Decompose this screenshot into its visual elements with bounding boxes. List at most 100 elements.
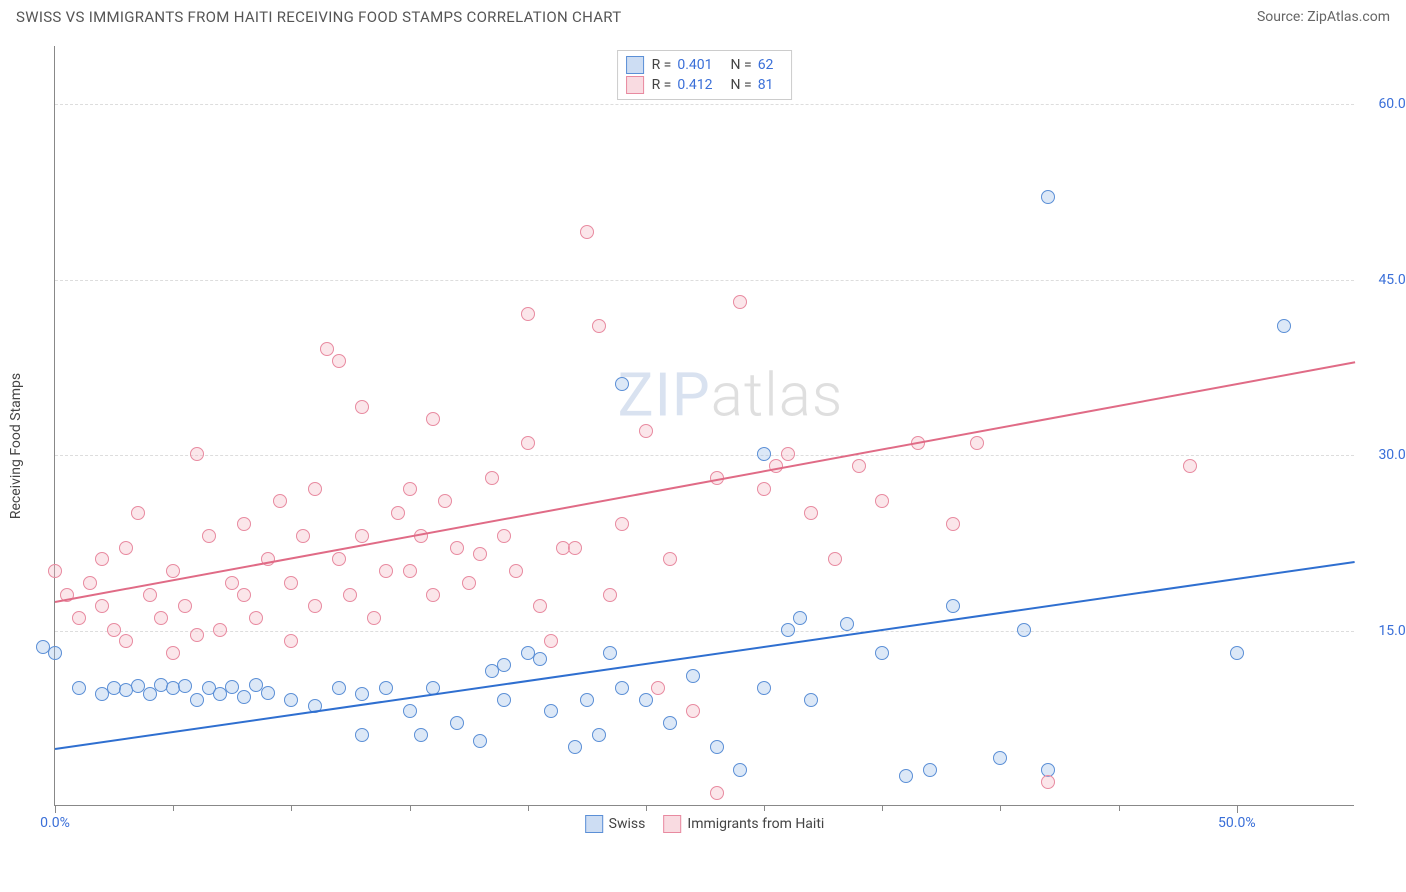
data-point bbox=[852, 459, 866, 473]
source-prefix: Source: bbox=[1257, 9, 1307, 25]
data-point bbox=[568, 740, 582, 754]
data-point bbox=[686, 704, 700, 718]
data-point bbox=[166, 564, 180, 578]
data-point bbox=[379, 564, 393, 578]
r-value: 0.401 bbox=[677, 57, 712, 73]
data-point bbox=[497, 693, 511, 707]
data-point bbox=[497, 529, 511, 543]
y-tick-label: 45.0% bbox=[1378, 272, 1406, 288]
data-point bbox=[497, 658, 511, 672]
data-point bbox=[131, 506, 145, 520]
x-tick-label: 0.0% bbox=[40, 815, 70, 831]
stats-legend: R = 0.401 N = 62 R =0.412N =81 bbox=[617, 50, 793, 100]
data-point bbox=[1041, 775, 1055, 789]
data-point bbox=[95, 552, 109, 566]
data-point bbox=[615, 681, 629, 695]
x-tick bbox=[55, 805, 56, 813]
data-point bbox=[403, 564, 417, 578]
legend-swatch bbox=[585, 815, 603, 833]
data-point bbox=[355, 529, 369, 543]
data-point bbox=[899, 769, 913, 783]
data-point bbox=[580, 225, 594, 239]
data-point bbox=[473, 547, 487, 561]
data-point bbox=[710, 786, 724, 800]
x-tick bbox=[764, 805, 765, 811]
n-label: N = bbox=[731, 57, 752, 73]
data-point bbox=[663, 716, 677, 730]
data-point bbox=[83, 576, 97, 590]
x-tick bbox=[1237, 805, 1238, 813]
data-point bbox=[343, 588, 357, 602]
data-point bbox=[143, 588, 157, 602]
data-point bbox=[757, 447, 771, 461]
data-point bbox=[154, 611, 168, 625]
data-point bbox=[296, 529, 310, 543]
data-point bbox=[332, 552, 346, 566]
data-point bbox=[202, 529, 216, 543]
data-point bbox=[119, 541, 133, 555]
data-point bbox=[757, 681, 771, 695]
data-point bbox=[320, 342, 334, 356]
data-point bbox=[237, 690, 251, 704]
data-point bbox=[568, 541, 582, 555]
data-point bbox=[781, 623, 795, 637]
watermark-atlas: atlas bbox=[711, 360, 844, 431]
watermark-zip: ZIP bbox=[618, 360, 711, 431]
data-point bbox=[273, 494, 287, 508]
legend-swatch bbox=[663, 815, 681, 833]
data-point bbox=[615, 517, 629, 531]
data-point bbox=[332, 354, 346, 368]
y-tick-label: 15.0% bbox=[1378, 623, 1406, 639]
r-label: R = bbox=[652, 57, 672, 73]
data-point bbox=[48, 564, 62, 578]
data-point bbox=[119, 634, 133, 648]
data-point bbox=[757, 482, 771, 496]
data-point bbox=[284, 576, 298, 590]
gridline bbox=[55, 104, 1354, 105]
legend-item: Swiss bbox=[585, 815, 646, 833]
legend-item: Immigrants from Haiti bbox=[663, 815, 824, 833]
data-point bbox=[355, 728, 369, 742]
legend-swatch bbox=[626, 76, 644, 94]
data-point bbox=[875, 646, 889, 660]
x-tick bbox=[291, 805, 292, 811]
x-tick bbox=[410, 805, 411, 811]
trend-line bbox=[55, 560, 1355, 749]
data-point bbox=[426, 588, 440, 602]
data-point bbox=[946, 599, 960, 613]
data-point bbox=[544, 704, 558, 718]
data-point bbox=[639, 693, 653, 707]
data-point bbox=[355, 400, 369, 414]
data-point bbox=[781, 447, 795, 461]
y-tick-label: 30.0% bbox=[1378, 447, 1406, 463]
data-point bbox=[533, 652, 547, 666]
data-point bbox=[178, 599, 192, 613]
gridline bbox=[55, 455, 1354, 456]
gridline bbox=[55, 280, 1354, 281]
chart-title: SWISS VS IMMIGRANTS FROM HAITI RECEIVING… bbox=[16, 8, 622, 26]
n-value: 62 bbox=[758, 57, 774, 73]
x-tick bbox=[1119, 805, 1120, 811]
stats-row: R =0.412N =81 bbox=[626, 75, 784, 95]
y-tick-label: 60.0% bbox=[1378, 96, 1406, 112]
data-point bbox=[225, 576, 239, 590]
trend-line bbox=[55, 362, 1355, 604]
data-point bbox=[367, 611, 381, 625]
data-point bbox=[686, 669, 700, 683]
n-label: N = bbox=[731, 77, 752, 93]
data-point bbox=[190, 693, 204, 707]
data-point bbox=[225, 680, 239, 694]
data-point bbox=[414, 728, 428, 742]
data-point bbox=[592, 319, 606, 333]
data-point bbox=[438, 494, 452, 508]
data-point bbox=[875, 494, 889, 508]
data-point bbox=[261, 686, 275, 700]
legend-label: Swiss bbox=[609, 816, 646, 832]
data-point bbox=[733, 763, 747, 777]
data-point bbox=[379, 681, 393, 695]
data-point bbox=[450, 716, 464, 730]
data-point bbox=[190, 628, 204, 642]
data-point bbox=[473, 734, 487, 748]
data-point bbox=[663, 552, 677, 566]
legend-label: Immigrants from Haiti bbox=[687, 816, 824, 832]
